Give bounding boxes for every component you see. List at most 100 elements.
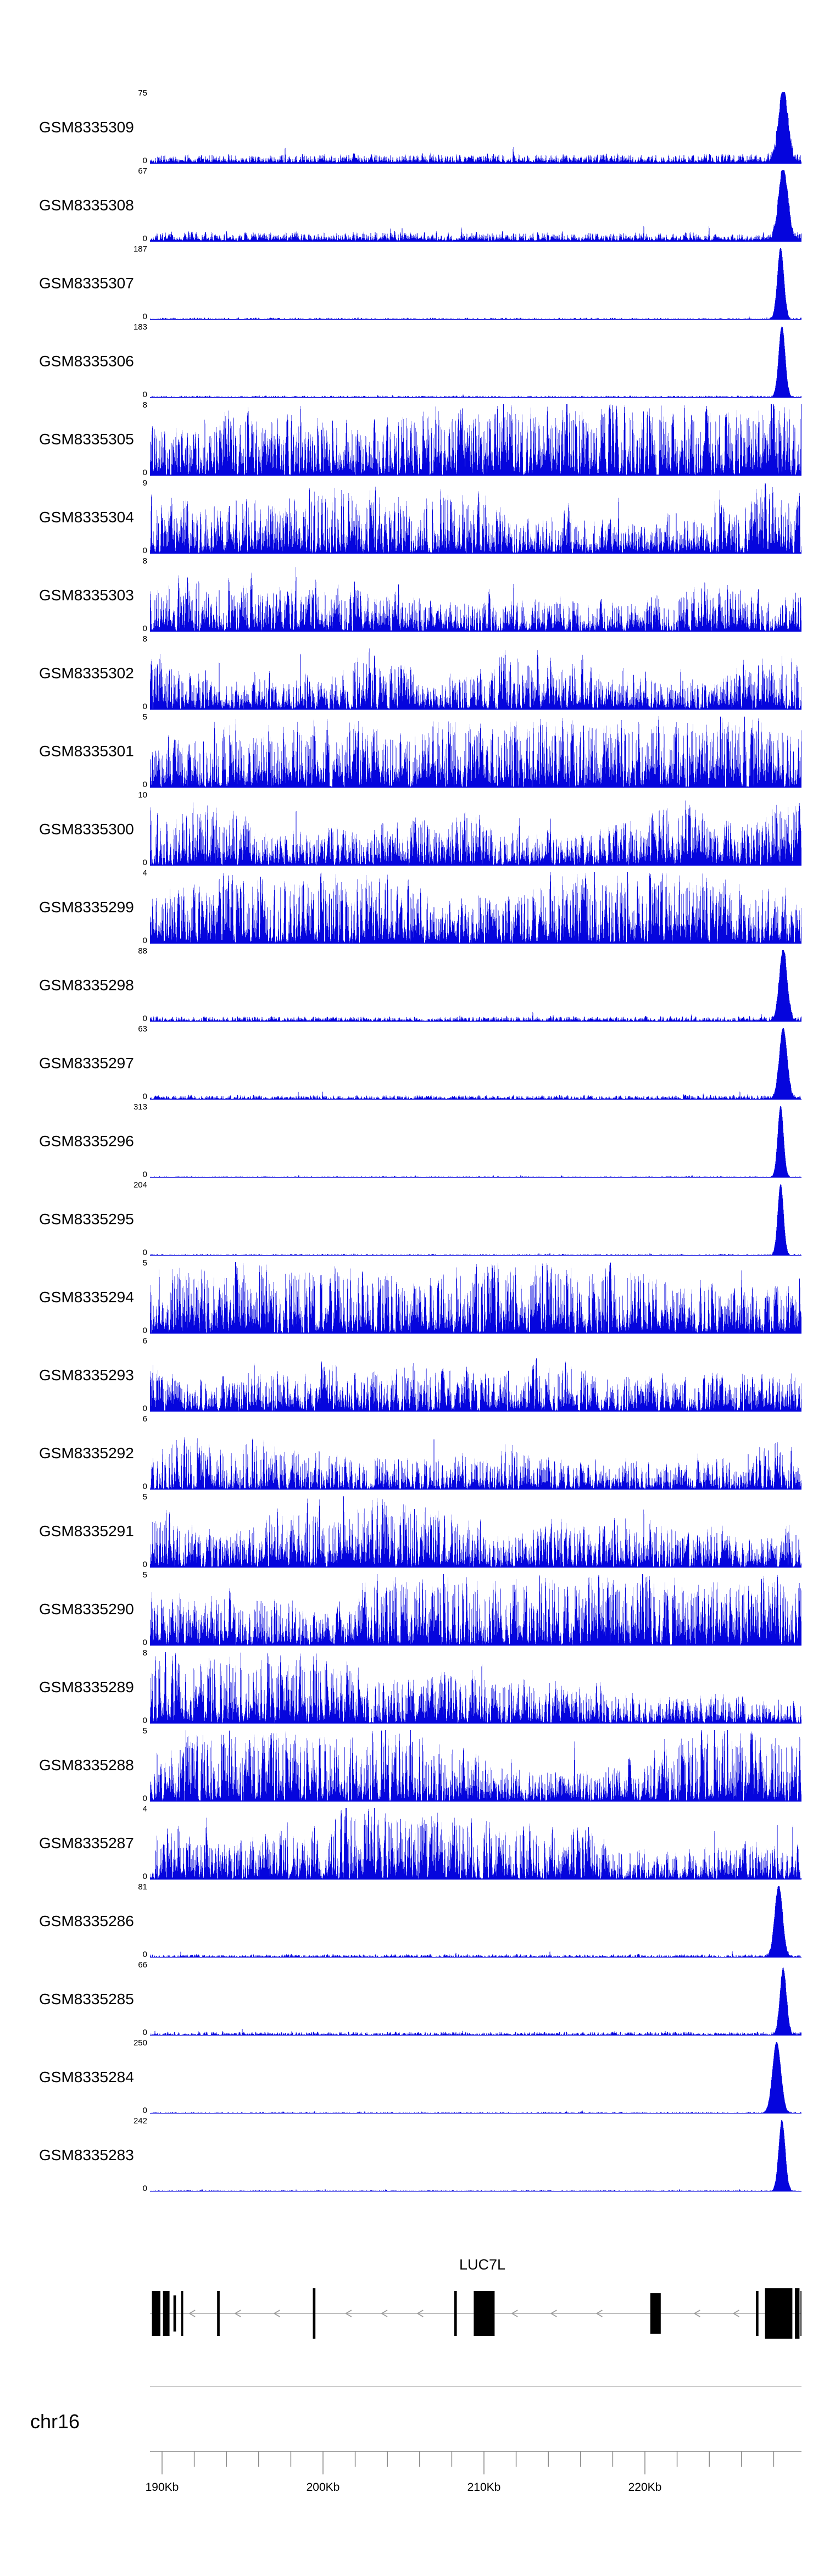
track-row-GSM8335303: GSM8335303 8 0 xyxy=(0,556,824,638)
strand-arrow-icon xyxy=(273,2310,280,2317)
strand-arrow-icon xyxy=(511,2310,518,2317)
track-row-GSM8335299: GSM8335299 4 0 xyxy=(0,868,824,950)
track-ymax-label: 63 xyxy=(138,1024,147,1034)
signal-plot xyxy=(150,1423,801,1490)
signal-area xyxy=(150,1262,801,1334)
signal-plot xyxy=(150,248,801,320)
ruler-tick-label: 200Kb xyxy=(307,2481,340,2494)
track-ymax-label: 8 xyxy=(142,556,147,566)
track-ymin-label: 0 xyxy=(142,1092,147,1101)
track-label: GSM8335298 xyxy=(39,977,134,994)
signal-plot xyxy=(150,560,801,632)
track-label: GSM8335304 xyxy=(39,509,134,526)
track-ymin-label: 0 xyxy=(142,702,147,711)
coordinate-ruler: 190Kb 200Kb 210Kb 220Kb xyxy=(146,2451,801,2494)
strand-arrow-icon xyxy=(188,2310,196,2317)
track-ymin-label: 0 xyxy=(142,156,147,165)
track-label: GSM8335300 xyxy=(39,821,134,838)
chromosome-label: chr16 xyxy=(30,2410,80,2433)
track-ymin-label: 0 xyxy=(142,1560,147,1569)
track-row-GSM8335302: GSM8335302 8 0 xyxy=(0,634,824,716)
track-row-GSM8335304: GSM8335304 9 0 xyxy=(0,478,824,560)
track-ymin-label: 0 xyxy=(142,1014,147,1023)
strand-arrow-icon xyxy=(381,2310,388,2317)
signal-plot xyxy=(150,482,801,554)
track-label: GSM8335289 xyxy=(39,1679,134,1696)
track-label: GSM8335301 xyxy=(39,743,134,760)
track-ymax-label: 6 xyxy=(142,1336,147,1346)
track-ymax-label: 5 xyxy=(142,1258,147,1268)
exon-box xyxy=(650,2293,661,2334)
signal-area xyxy=(150,92,801,164)
track-row-GSM8335295: GSM8335295 204 0 xyxy=(0,1180,824,1262)
track-row-GSM8335287: GSM8335287 4 0 xyxy=(0,1804,824,1886)
track-ymax-label: 67 xyxy=(138,166,147,176)
signal-area xyxy=(150,1730,801,1802)
track-row-GSM8335293: GSM8335293 6 0 xyxy=(0,1336,824,1418)
exon-box xyxy=(800,2291,801,2336)
signal-plot xyxy=(150,716,801,788)
track-ymax-label: 187 xyxy=(133,244,147,254)
track-ymin-label: 0 xyxy=(142,780,147,789)
track-ymax-label: 9 xyxy=(142,478,147,488)
ruler-tick-label: 220Kb xyxy=(628,2481,662,2494)
track-ymax-label: 250 xyxy=(133,2038,147,2048)
strand-arrow-icon xyxy=(595,2310,603,2317)
track-row-GSM8335296: GSM8335296 313 0 xyxy=(0,1102,824,1184)
signal-area xyxy=(150,794,801,866)
track-ymax-label: 183 xyxy=(133,322,147,332)
signal-plot xyxy=(150,2120,801,2192)
signal-plot xyxy=(150,1184,801,1256)
track-row-GSM8335307: GSM8335307 187 0 xyxy=(0,244,824,326)
signal-area xyxy=(150,1184,801,1256)
signal-area xyxy=(150,1353,801,1412)
signal-area xyxy=(150,2042,801,2114)
track-row-GSM8335294: GSM8335294 5 0 xyxy=(0,1258,824,1340)
track-ymax-label: 5 xyxy=(142,1570,147,1580)
strand-arrow-icon xyxy=(344,2310,352,2317)
exon-box xyxy=(765,2288,793,2339)
signal-area xyxy=(150,1808,801,1880)
signal-plot xyxy=(150,1574,801,1646)
signal-area xyxy=(150,2120,801,2192)
strand-arrow-icon xyxy=(550,2310,557,2317)
track-ymax-label: 4 xyxy=(142,868,147,878)
track-ymax-label: 88 xyxy=(138,946,147,956)
track-ymin-label: 0 xyxy=(142,234,147,243)
exon-box xyxy=(795,2288,800,2339)
signal-plot xyxy=(150,1967,801,2036)
signal-plot xyxy=(150,1886,801,1958)
track-ymin-label: 0 xyxy=(142,1170,147,1179)
track-ymin-label: 0 xyxy=(142,2184,147,2193)
signal-plot xyxy=(150,638,801,710)
signal-area xyxy=(150,560,801,632)
signal-area xyxy=(150,1886,801,1958)
track-row-GSM8335288: GSM8335288 5 0 xyxy=(0,1726,824,1808)
exon-box xyxy=(454,2291,457,2336)
track-label: GSM8335307 xyxy=(39,275,134,292)
track-ymin-label: 0 xyxy=(142,546,147,555)
gene-name-label: LUC7L xyxy=(459,2256,506,2273)
exon-box xyxy=(181,2291,183,2336)
track-label: GSM8335305 xyxy=(39,431,134,448)
signal-area xyxy=(150,638,801,710)
track-label: GSM8335290 xyxy=(39,1601,134,1618)
signal-plot xyxy=(150,1106,801,1178)
track-row-GSM8335286: GSM8335286 81 0 xyxy=(0,1882,824,1964)
ruler-tick-label: 210Kb xyxy=(467,2481,501,2494)
signal-plot xyxy=(150,1028,801,1100)
track-ymax-label: 313 xyxy=(133,1102,147,1112)
track-ymin-label: 0 xyxy=(142,1638,147,1647)
signal-area xyxy=(150,170,801,242)
exon-box xyxy=(152,2291,160,2336)
track-ymax-label: 5 xyxy=(142,712,147,722)
signal-area xyxy=(150,326,801,398)
track-row-GSM8335291: GSM8335291 5 0 xyxy=(0,1492,824,1574)
exon-box xyxy=(474,2291,495,2336)
track-label: GSM8335302 xyxy=(39,665,134,682)
track-label: GSM8335283 xyxy=(39,2146,134,2164)
track-label: GSM8335293 xyxy=(39,1367,134,1384)
signal-plot xyxy=(150,2042,801,2114)
track-label: GSM8335292 xyxy=(39,1445,134,1462)
